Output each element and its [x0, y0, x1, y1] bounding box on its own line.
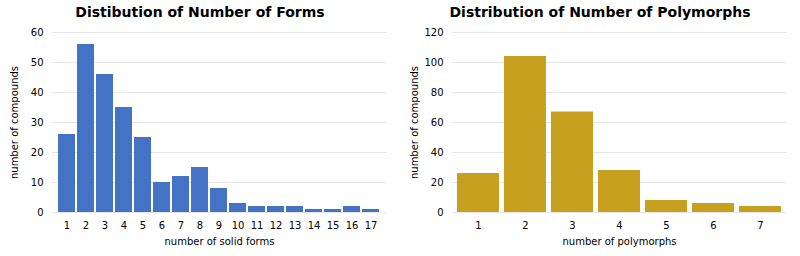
svg-text:40: 40	[31, 87, 44, 98]
svg-text:20: 20	[431, 177, 444, 188]
svg-text:5: 5	[140, 220, 146, 231]
svg-text:number of compounds: number of compounds	[409, 66, 420, 179]
svg-text:6: 6	[159, 220, 165, 231]
svg-text:2: 2	[522, 220, 528, 231]
svg-text:20: 20	[31, 147, 44, 158]
svg-text:16: 16	[346, 220, 359, 231]
html-text:Distribution of Number of Poly: Distribution of Number of Polymorphs	[449, 4, 751, 20]
svg-text:14: 14	[308, 220, 321, 231]
svg-text:0: 0	[437, 207, 443, 218]
svg-text:3: 3	[569, 220, 575, 231]
svg-text:60: 60	[431, 117, 444, 128]
svg-text:number of polymorphs: number of polymorphs	[562, 236, 676, 247]
svg-text:60: 60	[31, 27, 44, 38]
svg-text:15: 15	[327, 220, 340, 231]
svg-text:1: 1	[64, 220, 70, 231]
svg-text:100: 100	[424, 57, 443, 68]
svg-text:4: 4	[121, 220, 127, 231]
svg-text:number of solid forms: number of solid forms	[165, 236, 275, 247]
svg-text:13: 13	[289, 220, 302, 231]
svg-text:30: 30	[31, 117, 44, 128]
svg-text:10: 10	[232, 220, 245, 231]
svg-text:4: 4	[616, 220, 622, 231]
svg-text:7: 7	[757, 220, 763, 231]
svg-text:2: 2	[83, 220, 89, 231]
svg-text:80: 80	[431, 87, 444, 98]
svg-text:40: 40	[431, 147, 444, 158]
svg-text:0: 0	[37, 207, 43, 218]
svg-text:11: 11	[251, 220, 264, 231]
html-text:Distibution of Number of Forms: Distibution of Number of Forms	[75, 4, 325, 20]
svg-text:9: 9	[216, 220, 222, 231]
svg-text:50: 50	[31, 57, 44, 68]
svg-text:120: 120	[424, 27, 443, 38]
svg-text:3: 3	[102, 220, 108, 231]
svg-text:6: 6	[710, 220, 716, 231]
svg-text:17: 17	[365, 220, 378, 231]
svg-text:12: 12	[270, 220, 283, 231]
svg-text:7: 7	[178, 220, 184, 231]
svg-text:5: 5	[663, 220, 669, 231]
svg-text:1: 1	[475, 220, 481, 231]
svg-text:8: 8	[197, 220, 203, 231]
svg-text:number of compounds: number of compounds	[9, 66, 20, 179]
svg-text:10: 10	[31, 177, 44, 188]
